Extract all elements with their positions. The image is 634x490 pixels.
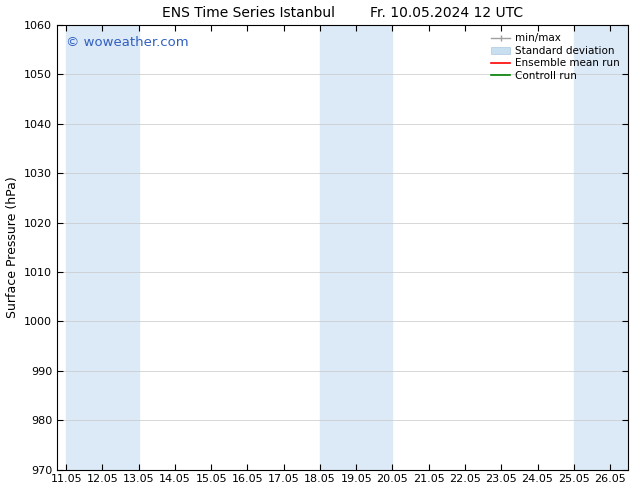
Bar: [320, 25, 392, 469]
Legend: min/max, Standard deviation, Ensemble mean run, Controll run: min/max, Standard deviation, Ensemble me…: [488, 30, 623, 84]
Text: © woweather.com: © woweather.com: [66, 36, 188, 49]
Bar: [66, 25, 139, 469]
Title: ENS Time Series Istanbul        Fr. 10.05.2024 12 UTC: ENS Time Series Istanbul Fr. 10.05.2024 …: [162, 5, 523, 20]
Y-axis label: Surface Pressure (hPa): Surface Pressure (hPa): [6, 176, 18, 318]
Bar: [574, 25, 628, 469]
